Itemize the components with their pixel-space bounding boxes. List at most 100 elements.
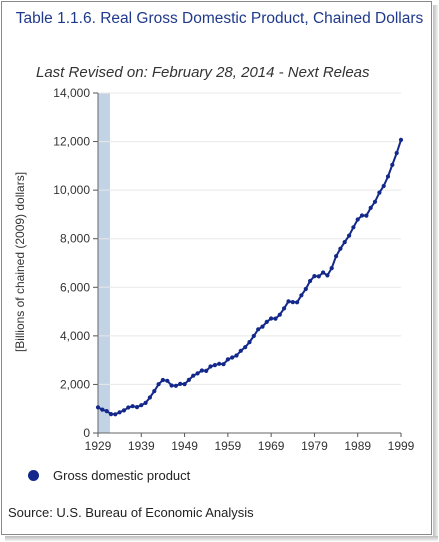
data-point (359, 213, 365, 218)
data-point (195, 371, 200, 376)
y-tick-label: 14,000 (53, 86, 90, 100)
data-point (364, 213, 369, 218)
data-point (134, 405, 140, 410)
data-point (381, 183, 386, 189)
data-point (377, 190, 382, 195)
data-point (169, 383, 174, 388)
x-tick-label: 1999 (388, 439, 415, 453)
data-point (347, 233, 352, 238)
data-point (325, 273, 330, 278)
source-note: Source: U.S. Bureau of Economic Analysis (8, 505, 254, 520)
data-point (247, 340, 252, 345)
data-point (230, 355, 235, 360)
data-point (152, 389, 157, 394)
frame-shadow-right (433, 5, 438, 538)
data-point (368, 205, 373, 210)
data-point (143, 400, 148, 405)
data-point (390, 162, 395, 167)
x-tick-label: 1939 (128, 439, 155, 453)
data-point (212, 363, 217, 368)
x-tick-label: 1959 (215, 439, 242, 453)
data-point (299, 293, 304, 298)
data-point (273, 316, 278, 321)
data-point (251, 333, 256, 339)
data-point (334, 254, 339, 259)
data-point (208, 364, 213, 369)
data-point (295, 300, 300, 305)
data-point (394, 150, 399, 156)
y-axis-label: [Billions of chained (2009) dollars] (13, 172, 27, 352)
data-point (372, 199, 378, 204)
series-line (97, 139, 402, 416)
data-point (156, 382, 161, 387)
data-point (225, 357, 230, 362)
y-tick-label: 10,000 (53, 183, 90, 197)
y-tick-label: 4,000 (60, 329, 90, 343)
data-point (182, 382, 187, 387)
y-tick-label: 8,000 (60, 232, 90, 246)
y-tick-label: 0 (83, 426, 90, 440)
x-tick-label: 1929 (85, 439, 112, 453)
data-point (126, 405, 131, 410)
data-point (342, 240, 347, 245)
data-point (243, 345, 248, 350)
data-point (95, 405, 101, 410)
data-point (316, 274, 321, 279)
y-tick-label: 6,000 (60, 280, 90, 294)
frame-shadow-bottom (5, 536, 438, 541)
data-point (191, 373, 196, 378)
data-point (308, 278, 313, 284)
data-point (238, 348, 243, 353)
data-point (178, 381, 183, 386)
data-point (398, 137, 404, 142)
data-point (173, 383, 178, 388)
data-point (277, 312, 282, 317)
x-tick-label: 1969 (258, 439, 285, 453)
data-point (217, 361, 222, 366)
data-point (121, 408, 127, 413)
data-point (113, 412, 118, 417)
data-point (204, 368, 209, 373)
legend-label: Gross domestic product (53, 468, 191, 483)
data-point (147, 395, 152, 400)
data-point (117, 410, 122, 415)
data-point (108, 412, 114, 417)
x-tick-label: 1949 (171, 439, 198, 453)
x-tick-label: 1989 (344, 439, 371, 453)
data-point (221, 362, 226, 367)
data-point (165, 378, 170, 383)
data-point (286, 299, 291, 304)
data-point (290, 300, 295, 305)
y-tick-label: 2,000 (60, 377, 90, 391)
legend-marker-icon (28, 470, 39, 481)
data-point (186, 377, 191, 382)
x-tick-label: 1979 (301, 439, 328, 453)
data-point (234, 353, 239, 358)
data-point (100, 407, 105, 412)
data-point (160, 377, 165, 383)
data-point (321, 270, 326, 275)
data-point (385, 174, 391, 179)
data-point (130, 404, 135, 409)
data-point (355, 217, 360, 222)
chart-subtitle: Last Revised on: February 28, 2014 - Nex… (36, 64, 370, 81)
data-point (139, 403, 144, 408)
data-point (351, 225, 356, 230)
data-point (104, 409, 109, 414)
chart-frame (1, 1, 432, 535)
data-point (264, 319, 269, 324)
legend: Gross domestic product (28, 468, 190, 483)
y-tick-label: 12,000 (53, 135, 90, 149)
data-point (282, 306, 287, 311)
data-point (303, 286, 308, 292)
data-point (338, 246, 343, 251)
chart-title: Table 1.1.6. Real Gross Domestic Product… (15, 10, 424, 27)
data-point (256, 327, 261, 332)
data-point (329, 266, 334, 271)
axis-band (98, 93, 110, 433)
data-point (199, 368, 204, 373)
data-point (260, 324, 265, 329)
data-point (269, 316, 274, 321)
data-point (312, 274, 317, 279)
